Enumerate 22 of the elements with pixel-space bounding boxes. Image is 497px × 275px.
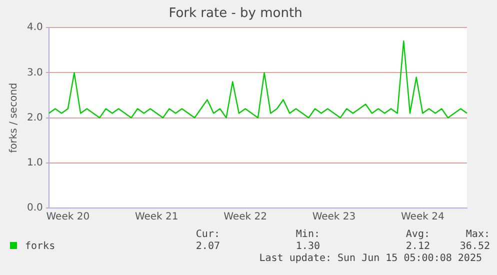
- legend-label: forks: [24, 241, 56, 253]
- text: 2.07: [194, 241, 220, 253]
- y-tick-label: 1.0: [26, 157, 43, 168]
- x-tick-label: Week 21: [134, 212, 178, 223]
- text: Last update: Sun Jun 15 05:00:08 2025: [258, 253, 483, 265]
- y-tick-label: 2.0: [26, 112, 43, 124]
- text: 2.12: [404, 241, 430, 253]
- x-tick-label: Week 24: [401, 212, 444, 223]
- y-tick-label: 0.0: [26, 202, 43, 214]
- text: 1.30: [294, 241, 320, 253]
- chart-title: Fork rate - by month: [168, 6, 302, 22]
- x-tick-label: Week 20: [46, 212, 90, 223]
- text: Cur:: [194, 229, 220, 241]
- text: 36.52: [458, 241, 490, 253]
- text: Max:: [464, 229, 490, 241]
- text: Min:: [294, 229, 320, 241]
- x-tick-label: Week 23: [312, 212, 356, 223]
- y-tick-label: 4.0: [26, 22, 43, 34]
- y-tick-label: 3.0: [26, 67, 43, 78]
- text: Avg:: [404, 229, 430, 241]
- y-axis-title: forks / second: [8, 82, 20, 153]
- x-tick-label: Week 22: [224, 212, 267, 223]
